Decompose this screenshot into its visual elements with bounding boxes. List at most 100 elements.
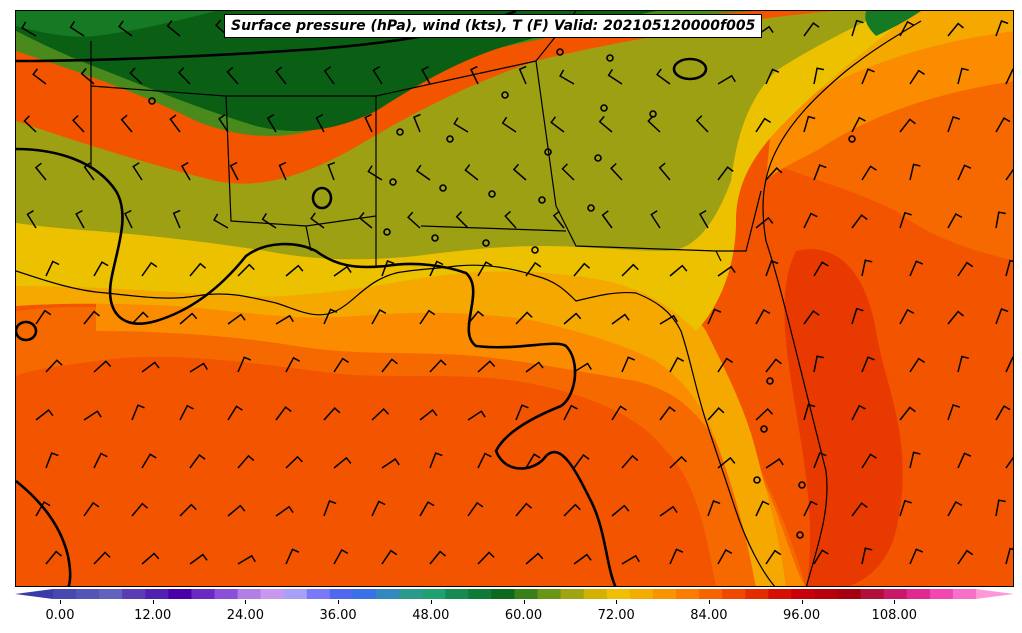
wind-barb: [477, 452, 492, 469]
wind-barb: [120, 114, 133, 133]
wind-barb: [83, 310, 100, 325]
wind-barb: [467, 501, 484, 517]
wind-barb: [83, 501, 100, 517]
wind-barb: [35, 409, 54, 421]
wind-barb: [179, 503, 197, 517]
colorbar-over-arrow: [976, 589, 1014, 599]
colorbar-cell: [952, 589, 977, 599]
wind-barb: [765, 549, 782, 565]
wind-barb: [189, 362, 208, 373]
wind-barb: [947, 310, 964, 325]
wind-barb: [861, 453, 877, 469]
wind-barb: [957, 164, 972, 181]
colorbar-tick-mark: [60, 600, 61, 604]
wind-barb: [261, 212, 277, 229]
wind-barb: [80, 67, 95, 85]
wind-barb: [659, 314, 678, 325]
colorbar-cell: [745, 589, 769, 599]
colorbar-tick-mark: [801, 600, 803, 604]
wind-barb: [851, 404, 866, 421]
wind-barb: [93, 261, 109, 277]
wind-barb: [455, 211, 469, 229]
wind-barb: [21, 21, 37, 37]
wind-barb: [421, 65, 431, 85]
wind-barb: [550, 116, 565, 133]
wind-barb: [518, 65, 527, 85]
wind-barb: [707, 500, 721, 517]
wind-barb: [413, 113, 421, 133]
wind-barb: [621, 356, 635, 373]
wind-barb: [659, 406, 676, 421]
wind-barb: [129, 67, 143, 85]
temperature-field-green-ne: [865, 11, 921, 36]
wind-barb: [285, 455, 303, 469]
colorbar-under-arrow: [15, 589, 53, 599]
wind-barb: [861, 165, 877, 181]
colorbar-cell: [260, 589, 285, 599]
wind-barb: [371, 408, 390, 421]
colorbar-cell: [560, 589, 585, 599]
wind-barbs: [21, 17, 1013, 565]
wind-barb: [765, 167, 783, 181]
wind-barb: [429, 550, 446, 565]
wind-barb: [35, 501, 51, 517]
colorbar-cell: [583, 589, 608, 599]
wind-barb: [229, 161, 239, 181]
wind-barb: [180, 161, 191, 181]
colorbar-cell: [676, 589, 700, 599]
wind-barb: [899, 499, 912, 517]
colorbar-ticks: 0.00 12.00 24.00 36.00 48.00 60.00 72.00 84.00 9…: [0, 600, 1022, 630]
wind-barb: [803, 403, 816, 421]
colorbar-tick-mark: [708, 600, 710, 604]
wind-barb: [364, 113, 373, 133]
wind-barb: [909, 69, 926, 85]
colorbar-cell: [906, 589, 931, 599]
colorbar-tick-mark: [338, 600, 340, 604]
wind-barb: [957, 261, 974, 277]
wind-barb: [1005, 547, 1013, 565]
wind-barb: [464, 164, 479, 181]
wind-barb: [1005, 356, 1013, 373]
wind-barb: [371, 308, 387, 325]
colorbar-cell: [537, 589, 562, 599]
colorbar-cell: [376, 589, 400, 599]
wind-barb: [237, 454, 255, 469]
wind-barb: [45, 359, 63, 373]
wind-barb: [765, 458, 784, 469]
wind-barb: [813, 67, 825, 85]
colorbar-cell: [468, 589, 492, 599]
wind-barb: [333, 548, 349, 565]
colorbar-tick-mark: [894, 600, 896, 604]
wind-barb: [707, 308, 722, 325]
wind-barb: [813, 549, 829, 565]
colorbar-cell: [237, 589, 262, 599]
wind-barb: [995, 308, 1009, 325]
colorbar-cell: [606, 589, 631, 599]
wind-barb: [559, 69, 575, 85]
wind-barb: [669, 264, 688, 277]
colorbar-cell: [191, 589, 216, 599]
wind-barb: [45, 260, 60, 277]
wind-barb: [266, 114, 277, 133]
wind-barb: [947, 212, 963, 229]
wind-barb: [995, 117, 1011, 133]
wind-barb: [169, 114, 181, 133]
wind-barb: [333, 357, 350, 373]
colorbar-cell: [514, 589, 539, 599]
colorbar-cell: [883, 589, 908, 599]
wind-barb: [285, 548, 300, 565]
wind-barb: [34, 162, 47, 181]
coastlines-and-borders: [16, 11, 922, 586]
wind-barb: [621, 554, 640, 565]
wind-barb: [607, 68, 623, 85]
wind-barb: [179, 312, 198, 325]
wind-barb: [275, 66, 287, 85]
wind-barb: [93, 452, 108, 469]
colorbar-cell: [306, 589, 331, 599]
wind-barb: [501, 116, 517, 133]
colorbar-cell: [837, 589, 862, 599]
wind-barb: [525, 361, 544, 373]
wind-barb: [429, 452, 443, 469]
colorbar-tick-mark: [152, 600, 154, 604]
wind-barb: [995, 499, 1006, 517]
